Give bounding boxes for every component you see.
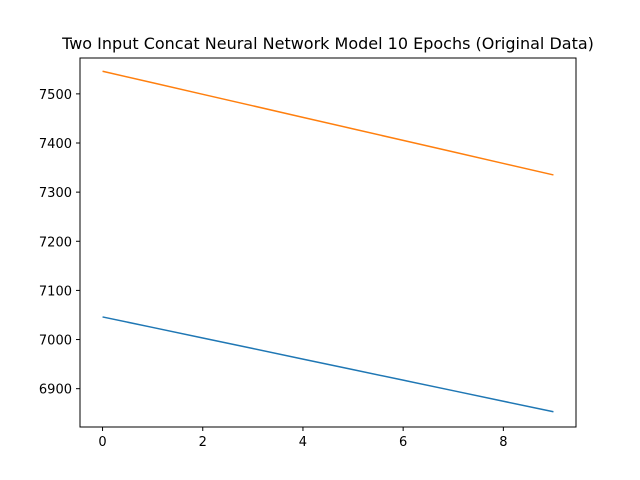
x-tick-label: 0 xyxy=(98,435,106,450)
axes: 0 2 4 6 8 6900 7000 7100 7200 7300 7400 7500 xyxy=(39,57,577,450)
x-tick-label: 8 xyxy=(499,435,507,450)
x-tick-label: 4 xyxy=(299,435,307,450)
y-tick-label: 7100 xyxy=(39,284,72,299)
chart-title: Two Input Concat Neural Network Model 10… xyxy=(61,34,594,53)
x-tick-label: 2 xyxy=(199,435,207,450)
y-tick-label: 7200 xyxy=(39,235,72,250)
series-line-2 xyxy=(102,70,554,176)
y-tick-label: 7400 xyxy=(39,137,72,152)
y-tick-label: 7300 xyxy=(39,186,72,201)
y-tick-label: 7500 xyxy=(39,88,72,103)
x-tick-label: 6 xyxy=(399,435,407,450)
series-lines xyxy=(102,70,554,413)
y-tick-label: 6900 xyxy=(39,383,72,398)
y-tick-label: 7000 xyxy=(39,334,72,349)
series-line-1 xyxy=(102,316,554,413)
plot-frame xyxy=(79,57,577,428)
